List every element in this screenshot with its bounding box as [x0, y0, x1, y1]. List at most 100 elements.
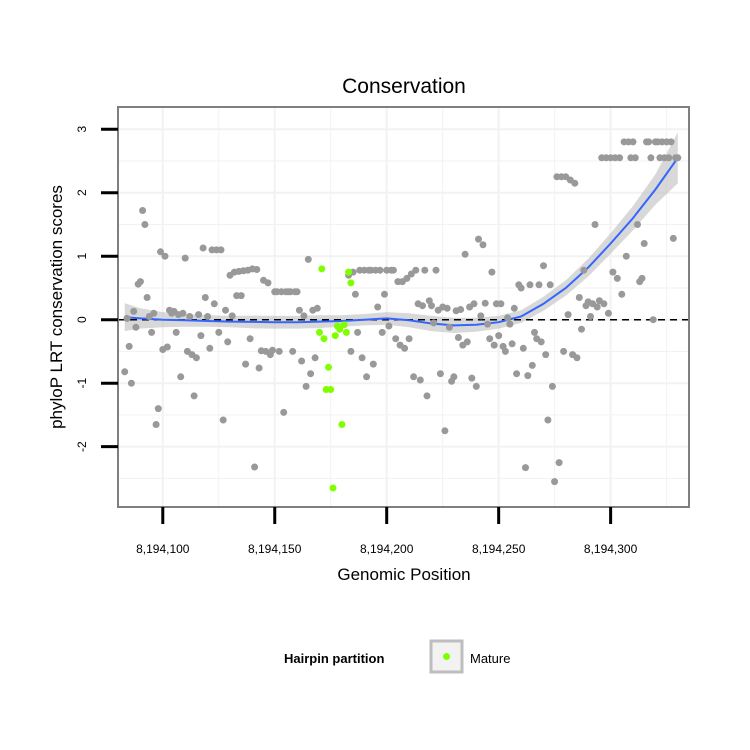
- data-point: [141, 221, 149, 228]
- data-point: [392, 335, 400, 343]
- mature-point: [327, 386, 335, 393]
- data-point: [445, 323, 453, 331]
- data-point: [477, 312, 485, 320]
- data-point: [307, 370, 315, 378]
- data-point: [629, 138, 637, 146]
- data-point: [412, 266, 420, 274]
- data-point: [127, 379, 135, 387]
- data-point: [289, 347, 297, 355]
- mature-point: [340, 321, 348, 329]
- data-point: [470, 300, 478, 308]
- data-point: [125, 342, 133, 350]
- data-point: [376, 266, 384, 274]
- data-point: [548, 382, 556, 390]
- mature-point: [316, 328, 323, 336]
- data-point: [580, 266, 588, 274]
- data-point: [578, 325, 585, 333]
- mature-point: [345, 268, 353, 276]
- data-point: [354, 328, 362, 336]
- y-tick-label: 1: [75, 253, 89, 260]
- data-point: [575, 294, 583, 301]
- data-point: [242, 360, 250, 368]
- x-tick-label: 8,194,100: [136, 542, 190, 556]
- data-point: [416, 376, 424, 384]
- data-point: [204, 313, 212, 320]
- data-point: [638, 274, 646, 282]
- data-point: [369, 360, 377, 368]
- data-point: [163, 343, 171, 351]
- data-point: [616, 154, 624, 162]
- data-point: [228, 312, 236, 320]
- data-point: [472, 382, 480, 390]
- data-point: [358, 354, 366, 362]
- y-tick-label: -2: [75, 441, 89, 452]
- y-tick-label: 3: [75, 126, 89, 133]
- data-point: [300, 312, 308, 320]
- data-point: [269, 346, 276, 354]
- data-point: [430, 319, 438, 327]
- mature-point: [338, 421, 346, 428]
- data-point: [544, 416, 552, 424]
- data-point: [215, 328, 223, 336]
- data-point: [436, 370, 444, 378]
- data-point: [613, 274, 621, 282]
- data-point: [564, 311, 572, 319]
- data-point: [186, 313, 194, 320]
- data-point: [179, 309, 187, 317]
- data-point: [224, 338, 232, 346]
- data-point: [647, 154, 655, 162]
- data-point: [177, 373, 185, 381]
- data-point: [255, 364, 263, 372]
- data-point: [497, 300, 505, 308]
- data-point: [604, 309, 612, 317]
- chart-title: Conservation: [342, 75, 466, 98]
- data-point: [531, 328, 538, 336]
- data-point: [560, 347, 568, 355]
- data-point: [152, 421, 160, 428]
- mature-point: [325, 363, 332, 371]
- data-point: [428, 302, 435, 310]
- mature-point: [336, 325, 344, 333]
- data-point: [461, 250, 469, 258]
- data-point: [148, 328, 156, 336]
- data-point: [593, 303, 601, 311]
- data-point: [600, 300, 608, 308]
- data-point: [311, 354, 319, 362]
- data-point: [389, 266, 397, 274]
- x-axis: 8,194,100 8,194,150 8,194,200 8,194,250 8,19…: [136, 507, 638, 556]
- data-point: [645, 138, 653, 146]
- data-point: [510, 304, 518, 312]
- data-point: [143, 294, 151, 301]
- data-point: [275, 347, 283, 355]
- data-point: [161, 252, 169, 260]
- data-point: [667, 138, 675, 146]
- x-tick-label: 8,194,150: [248, 542, 302, 556]
- data-point: [192, 354, 200, 362]
- data-point: [150, 309, 158, 317]
- y-axis: -2 -1 0 1 2 3: [75, 126, 118, 452]
- legend-mature-dot: [443, 653, 450, 660]
- data-point: [293, 288, 301, 296]
- data-point: [432, 266, 440, 274]
- data-point: [674, 154, 682, 162]
- data-point: [609, 268, 617, 276]
- data-point: [591, 221, 599, 228]
- data-point: [130, 307, 138, 315]
- data-point: [546, 281, 554, 289]
- data-point: [454, 334, 462, 341]
- data-point: [506, 320, 514, 328]
- data-point: [540, 262, 547, 270]
- x-tick-label: 8,194,250: [472, 542, 526, 556]
- data-point: [486, 335, 494, 343]
- data-point: [423, 392, 431, 400]
- data-point: [206, 344, 214, 352]
- legend-label-mature: Mature: [470, 651, 510, 666]
- data-point: [222, 306, 229, 314]
- data-point: [123, 314, 131, 322]
- y-tick-label: 0: [75, 316, 89, 323]
- data-point: [237, 292, 245, 300]
- data-point: [526, 281, 534, 289]
- data-point: [421, 266, 429, 274]
- data-point: [298, 357, 306, 365]
